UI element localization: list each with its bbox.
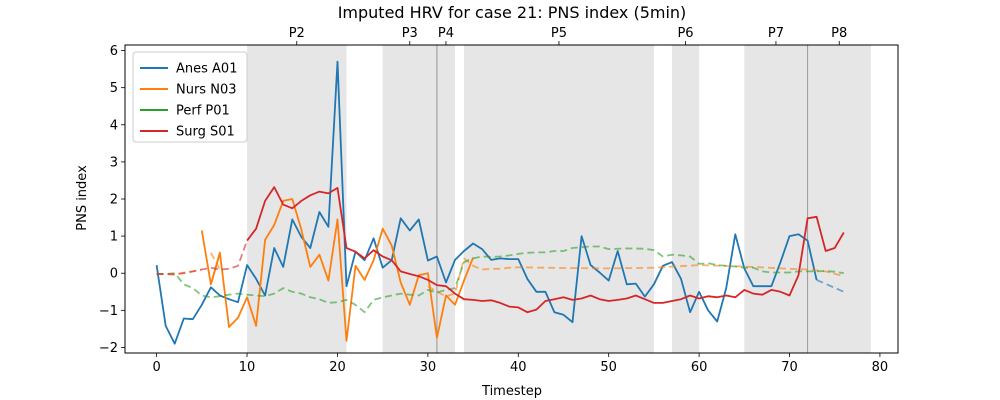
- legend-entry: Nurs N03: [176, 83, 236, 98]
- series-nurs-n03-line: [200, 198, 474, 342]
- series-anes-a01-line: [155, 60, 818, 345]
- x-tick-label: 70: [781, 360, 798, 375]
- legend: Anes A01 Nurs N03 Perf P01 Surg S01: [132, 51, 248, 143]
- series-nurs-n03-imputed: [210, 252, 221, 270]
- y-axis-label: PNS index: [75, 165, 90, 231]
- series-perf-p01-imputed: [156, 245, 844, 314]
- phase-label: P7: [768, 26, 784, 41]
- phase-label: P8: [831, 26, 847, 41]
- x-axis-label: Timestep: [481, 384, 542, 399]
- phase-band-p2: [247, 45, 347, 353]
- phase-band-p7: [744, 45, 808, 353]
- x-tick-label: 50: [600, 360, 617, 375]
- series-nurs-n03-imputed: [427, 257, 845, 298]
- legend-entry: Perf P01: [176, 104, 230, 119]
- y-tick-label: 3: [110, 155, 118, 170]
- chart-title: Imputed HRV for case 21: PNS index (5min…: [338, 3, 687, 22]
- x-tick-label: 80: [872, 360, 889, 375]
- series-surg-s01-imputed: [156, 240, 248, 275]
- phase-label: P4: [438, 26, 454, 41]
- x-tick-label: 10: [239, 360, 256, 375]
- x-tick-label: 30: [420, 360, 437, 375]
- legend-entry: Surg S01: [176, 125, 235, 140]
- phase-band-p3: [382, 45, 437, 353]
- series-lines: [155, 60, 845, 345]
- x-tick-label: 0: [153, 360, 161, 375]
- legend-box: [132, 51, 248, 143]
- phase-label: P2: [289, 26, 305, 41]
- phase-band-p4: [436, 45, 455, 353]
- y-tick-label: 2: [110, 193, 118, 208]
- y-tick-label: 1: [110, 230, 118, 245]
- axes: 0 10 20 30 40 50 60 70 80 −2 −1 0 1 2 3 4 5 6: [99, 44, 888, 375]
- phase-band-p5: [464, 45, 654, 353]
- y-tick-label: 0: [110, 267, 118, 282]
- series-anes-a01-imputed: [816, 279, 845, 293]
- x-tick-label: 20: [329, 360, 346, 375]
- y-tick-label: 6: [110, 44, 118, 59]
- y-tick-label: −2: [99, 341, 118, 356]
- phase-label: P3: [402, 26, 418, 41]
- phase-shading: P2 P3 P4 P5 P6 P7 P8: [247, 26, 871, 353]
- phase-label: P5: [551, 26, 567, 41]
- x-tick-label: 40: [510, 360, 527, 375]
- phase-band-p8: [807, 45, 871, 353]
- y-tick-label: 4: [110, 118, 118, 133]
- y-tick-label: 5: [110, 81, 118, 96]
- legend-entry: Anes A01: [176, 62, 237, 77]
- x-tick-label: 60: [691, 360, 708, 375]
- phase-label: P6: [677, 26, 693, 41]
- y-tick-label: −1: [99, 304, 118, 319]
- phase-band-p6: [671, 45, 700, 353]
- series-surg-s01-line: [246, 186, 845, 314]
